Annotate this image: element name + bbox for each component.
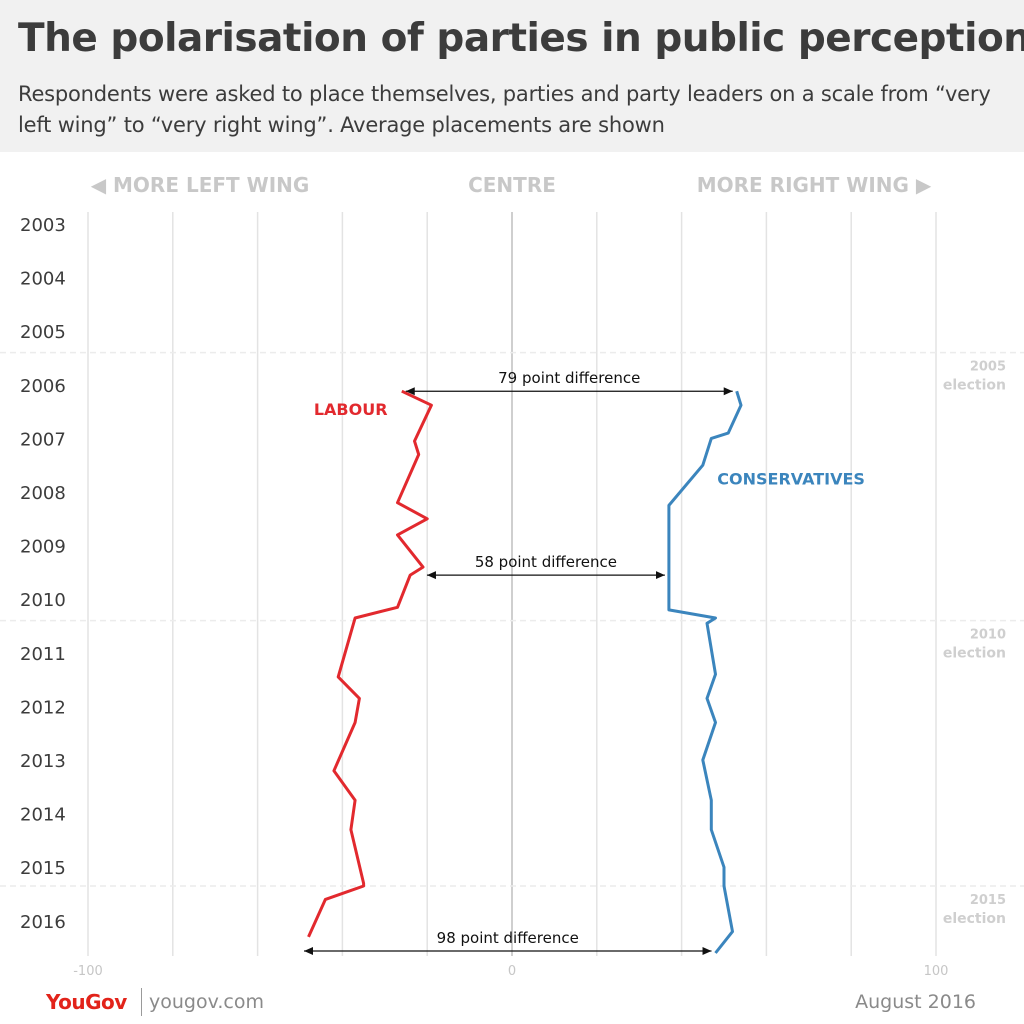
year-label: 2008 [20, 483, 66, 504]
top-label-centre: CENTRE [468, 173, 556, 197]
difference-label: 98 point difference [437, 929, 579, 947]
series-label-labour: LABOUR [314, 400, 388, 419]
year-label: 2011 [20, 644, 66, 665]
x-tick-label: 0 [508, 964, 516, 979]
top-label-left: ◀ MORE LEFT WING [91, 173, 310, 197]
election-year-label: 2005 [970, 360, 1006, 375]
top-label-right: MORE RIGHT WING ▶ [697, 173, 932, 197]
x-tick-label: 100 [924, 964, 949, 979]
year-label: 2007 [20, 429, 66, 450]
year-label: 2006 [20, 376, 66, 397]
x-tick-label: -100 [73, 964, 103, 979]
yougov-logo: YouGov [46, 990, 127, 1014]
chart-title: The polarisation of parties in public pe… [18, 16, 1024, 61]
year-label: 2016 [20, 912, 66, 933]
series-label-conservatives: CONSERVATIVES [717, 470, 865, 489]
difference-label: 79 point difference [498, 369, 640, 387]
election-year-label: 2010 [970, 628, 1006, 643]
year-label: 2012 [20, 697, 66, 718]
year-label: 2010 [20, 590, 66, 611]
year-label: 2004 [20, 269, 66, 290]
election-year-label: 2015 [970, 893, 1006, 908]
footer-url: yougov.com [149, 991, 264, 1013]
election-label: election [943, 378, 1006, 394]
year-label: 2009 [20, 537, 66, 558]
header: The polarisation of parties in public pe… [0, 0, 1024, 152]
polarisation-chart: ◀ MORE LEFT WING CENTRE MORE RIGHT WING ▶ 2… [0, 173, 1024, 979]
year-label: 2003 [20, 215, 66, 236]
chart-subtitle: Respondents were asked to place themselv… [18, 82, 991, 137]
series-line-conservatives [667, 390, 743, 954]
year-label: 2015 [20, 858, 66, 879]
election-label: election [943, 911, 1006, 927]
year-label: 2005 [20, 322, 66, 343]
difference-label: 58 point difference [475, 553, 617, 571]
footer-date: August 2016 [855, 991, 976, 1013]
election-label: election [943, 646, 1006, 662]
year-label: 2014 [20, 805, 66, 826]
year-label: 2013 [20, 751, 66, 772]
footer-divider [141, 988, 142, 1016]
series-line-labour [307, 389, 433, 938]
